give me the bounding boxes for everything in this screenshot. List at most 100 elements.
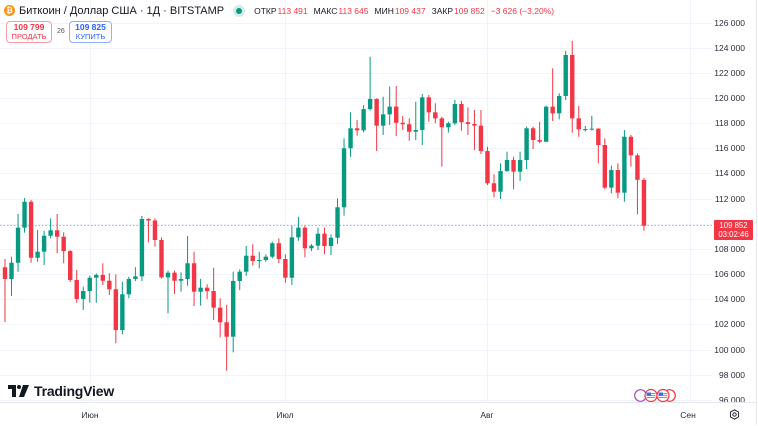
candle-body bbox=[328, 237, 334, 247]
candle-body bbox=[394, 106, 399, 123]
us-flag-icon[interactable] bbox=[644, 388, 658, 403]
candle bbox=[126, 276, 132, 299]
symbol-title[interactable]: Биткоин / Доллар США · 1Д · BITSTAMP bbox=[19, 4, 225, 17]
candle-body bbox=[400, 122, 405, 125]
candle-body bbox=[191, 263, 197, 292]
candle-body bbox=[504, 159, 510, 172]
sell-button[interactable]: 109 799 ПРОДАТЬ bbox=[6, 21, 52, 43]
time-axis-label: Сен bbox=[680, 410, 696, 420]
tradingview-logo[interactable]: TradingView bbox=[8, 382, 115, 399]
candle bbox=[491, 174, 497, 198]
candle bbox=[61, 232, 66, 264]
candle bbox=[459, 100, 464, 131]
candle bbox=[191, 251, 197, 307]
price-axis-label: 96 000 bbox=[719, 394, 745, 405]
candle bbox=[309, 244, 314, 252]
candle-body bbox=[283, 258, 288, 278]
candle-body bbox=[322, 233, 327, 247]
candle bbox=[217, 298, 223, 338]
candle bbox=[641, 177, 647, 231]
candle bbox=[165, 270, 171, 314]
buy-button[interactable]: 109 825 КУПИТЬ bbox=[69, 21, 112, 43]
candle bbox=[394, 86, 399, 136]
candle-body bbox=[635, 155, 640, 180]
candle bbox=[413, 101, 418, 140]
candle-body bbox=[224, 322, 229, 337]
candle bbox=[250, 244, 255, 266]
candle bbox=[543, 105, 549, 143]
candle bbox=[28, 199, 34, 263]
time-axis-label: Июн bbox=[81, 410, 99, 420]
candle bbox=[550, 68, 555, 122]
economic-events[interactable] bbox=[633, 388, 679, 403]
candle-body bbox=[557, 95, 562, 114]
candle bbox=[204, 284, 210, 299]
candle bbox=[530, 126, 536, 150]
candle-body bbox=[589, 128, 594, 130]
candle-body bbox=[446, 123, 451, 128]
chart-settings-icon[interactable] bbox=[729, 409, 740, 420]
candle-body bbox=[217, 307, 223, 323]
spread-value: 26 bbox=[57, 28, 65, 35]
last-price-tag: 109 852 03:02:46 bbox=[714, 220, 753, 240]
candlestick-chart[interactable] bbox=[0, 0, 758, 403]
candle-body bbox=[628, 136, 634, 156]
candle-body bbox=[602, 145, 608, 188]
buy-label: КУПИТЬ bbox=[75, 32, 106, 41]
price-axis-label: 126 000 bbox=[714, 17, 745, 28]
candle-body bbox=[537, 139, 542, 142]
candle-body bbox=[302, 227, 308, 249]
candle bbox=[478, 110, 484, 154]
candle bbox=[563, 50, 568, 100]
candle-body bbox=[420, 97, 425, 131]
price-axis-label: 108 000 bbox=[714, 243, 745, 254]
candle bbox=[2, 258, 8, 322]
candle bbox=[328, 234, 334, 255]
candle-body bbox=[433, 112, 438, 119]
candle-body bbox=[348, 128, 353, 149]
price-axis-label: 102 000 bbox=[714, 319, 745, 330]
candle bbox=[322, 227, 327, 255]
candle-body bbox=[530, 128, 536, 140]
candle bbox=[22, 197, 27, 233]
price-axis-label: 114 000 bbox=[714, 168, 745, 179]
low-label: МИН bbox=[374, 5, 394, 16]
candle bbox=[380, 96, 386, 135]
candle-body bbox=[94, 274, 99, 278]
candle bbox=[270, 241, 275, 259]
candle bbox=[315, 227, 321, 251]
tradingview-logo-text: TradingView bbox=[34, 382, 115, 399]
candle bbox=[185, 235, 190, 286]
chart-pane[interactable] bbox=[0, 0, 758, 403]
candle bbox=[68, 250, 73, 282]
candle-body bbox=[550, 106, 555, 114]
low-value: 109 437 bbox=[394, 5, 426, 16]
time-axis[interactable]: Июн Июл Авг Сен bbox=[0, 402, 757, 426]
candle-body bbox=[452, 104, 458, 124]
us-flag-icon[interactable] bbox=[656, 388, 670, 403]
price-axis-label: 98 000 bbox=[719, 369, 745, 380]
candle bbox=[524, 126, 529, 170]
candle-body bbox=[165, 272, 171, 278]
candle-body bbox=[413, 130, 418, 132]
candle bbox=[354, 119, 360, 136]
candle-body bbox=[211, 291, 216, 308]
candle-body bbox=[74, 279, 79, 299]
candle-body bbox=[113, 289, 119, 331]
candle bbox=[433, 103, 438, 124]
candle bbox=[635, 153, 640, 215]
candle-body bbox=[244, 255, 249, 272]
candle-body bbox=[596, 128, 601, 146]
candle bbox=[420, 93, 425, 146]
candle bbox=[257, 251, 262, 269]
candle bbox=[113, 274, 119, 344]
candle-body bbox=[100, 274, 105, 281]
candle-body bbox=[120, 294, 125, 331]
candle bbox=[485, 146, 490, 186]
candle bbox=[622, 130, 627, 202]
candle bbox=[133, 267, 138, 281]
candle bbox=[511, 156, 516, 190]
candle-body bbox=[178, 278, 184, 281]
candle-body bbox=[87, 277, 92, 292]
candle bbox=[609, 165, 614, 194]
